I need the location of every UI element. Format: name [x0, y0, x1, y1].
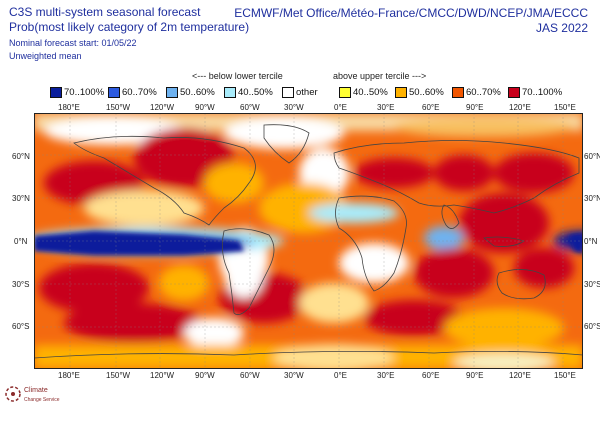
legend-label: 50..60%	[180, 86, 215, 98]
lon-label-top: 0°E	[334, 103, 347, 112]
legend-item-below-40-50: 40..50%	[224, 86, 273, 98]
below-tercile-label: <--- below lower tercile	[192, 71, 283, 81]
lat-label-right: 60°N	[584, 152, 600, 161]
legend-label: 60..70%	[122, 86, 157, 98]
lon-label-top: 90°W	[195, 103, 215, 112]
lon-label-bottom: 90°W	[195, 371, 215, 380]
legend-label: 40..50%	[353, 86, 388, 98]
mean-label: Unweighted mean	[9, 51, 82, 61]
lon-label-top: 120°W	[150, 103, 175, 112]
lon-label-top: 30°E	[377, 103, 395, 112]
logo-name: Climate	[24, 387, 48, 394]
lat-label-right: 30°S	[584, 280, 600, 289]
legend-item-above-70-100: 70..100%	[508, 86, 562, 98]
title-line-1: C3S multi-system seasonal forecast	[9, 5, 201, 19]
lat-label-right: 60°S	[584, 322, 600, 331]
lon-label-top: 180°E	[58, 103, 80, 112]
above-tercile-label: above upper tercile --->	[333, 71, 427, 81]
lat-label-right: 0°N	[584, 237, 598, 246]
lon-label-top: 90°E	[466, 103, 484, 112]
lon-label-bottom: 90°E	[466, 371, 484, 380]
legend-swatch	[108, 86, 120, 98]
lon-label-bottom: 150°E	[554, 371, 576, 380]
season-label: JAS 2022	[535, 21, 588, 35]
legend-label: 40..50%	[238, 86, 273, 98]
lat-label-left: 30°N	[12, 194, 30, 203]
lon-label-top: 60°E	[422, 103, 440, 112]
legend-item-below-60-70: 60..70%	[108, 86, 157, 98]
lon-label-top: 60°W	[240, 103, 260, 112]
logo-sub: Change Service	[24, 397, 60, 403]
legend-item-other: other	[282, 86, 318, 98]
la-nina-core	[34, 231, 583, 255]
legend-swatch	[508, 86, 520, 98]
legend-label: 60..70%	[466, 86, 501, 98]
lon-label-bottom: 180°E	[58, 371, 80, 380]
legend-swatch	[452, 86, 464, 98]
lon-label-bottom: 30°W	[284, 371, 304, 380]
legend-swatch	[224, 86, 236, 98]
lon-label-top: 150°E	[554, 103, 576, 112]
legend-label: 50..60%	[409, 86, 444, 98]
legend-swatch	[395, 86, 407, 98]
lon-label-top: 120°E	[509, 103, 531, 112]
legend-swatch	[339, 86, 351, 98]
lon-label-bottom: 60°E	[422, 371, 440, 380]
legend-item-above-40-50: 40..50%	[339, 86, 388, 98]
centres-list: ECMWF/Met Office/Météo-France/CMCC/DWD/N…	[234, 6, 588, 20]
lon-label-bottom: 120°E	[509, 371, 531, 380]
c3s-logo: Climate Change Service	[4, 383, 84, 427]
title-line-2: Prob(most likely category of 2m temperat…	[9, 20, 250, 34]
legend-item-below-70-100: 70..100%	[50, 86, 104, 98]
lat-label-left: 60°S	[12, 322, 30, 331]
legend-item-above-50-60: 50..60%	[395, 86, 444, 98]
legend-item-above-60-70: 60..70%	[452, 86, 501, 98]
probability-map	[34, 113, 583, 369]
lat-label-left: 60°N	[12, 152, 30, 161]
legend-item-below-50-60: 50..60%	[166, 86, 215, 98]
lat-label-left: 30°S	[12, 280, 30, 289]
legend-swatch	[282, 86, 294, 98]
lon-label-top: 30°W	[284, 103, 304, 112]
lon-label-bottom: 60°W	[240, 371, 260, 380]
lon-label-bottom: 150°W	[106, 371, 131, 380]
lat-label-left: 0°N	[14, 237, 28, 246]
map-frame	[34, 113, 583, 369]
lat-label-right: 30°N	[584, 194, 600, 203]
lon-label-top: 150°W	[106, 103, 131, 112]
forecast-start: Nominal forecast start: 01/05/22	[9, 38, 137, 48]
climate-logo-icon	[5, 386, 21, 402]
graticule	[34, 113, 583, 369]
legend-swatch	[166, 86, 178, 98]
legend-swatch	[50, 86, 62, 98]
legend-label: 70..100%	[522, 86, 563, 98]
lon-label-bottom: 120°W	[150, 371, 175, 380]
lon-label-bottom: 0°E	[334, 371, 347, 380]
lon-label-bottom: 30°E	[377, 371, 395, 380]
legend-label: 70..100%	[64, 86, 105, 98]
legend-label: other	[296, 86, 318, 98]
